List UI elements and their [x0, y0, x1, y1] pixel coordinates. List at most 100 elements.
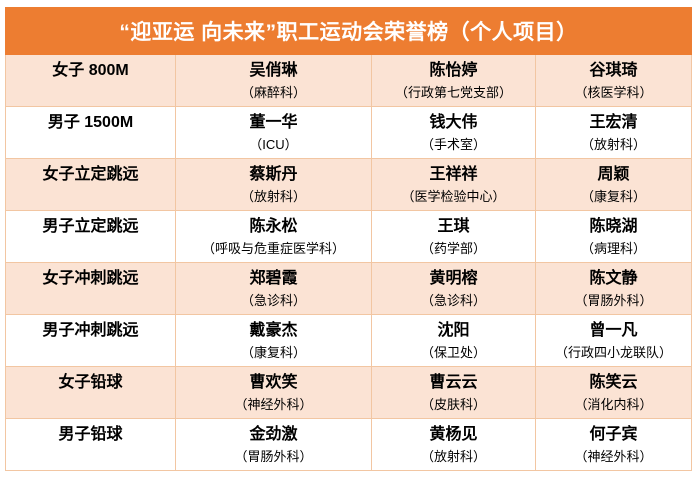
- winner-name: 王琪: [437, 218, 470, 235]
- event-cell: 男子冲刺跳远: [5, 314, 176, 367]
- winner-name: 陈怡婷: [429, 62, 478, 79]
- winner-dept: （康复科）: [581, 189, 647, 204]
- winner-name: 陈永松: [249, 218, 298, 235]
- winner-dept: （病理科）: [581, 241, 647, 256]
- winner-name: 黄杨见: [429, 426, 478, 443]
- winner-cell: 陈文静 （胃肠外科）: [534, 262, 693, 315]
- winner-name: 谷琪琦: [589, 62, 638, 79]
- winner-dept: （急诊科）: [240, 293, 306, 308]
- winner-dept: （保卫处）: [420, 345, 486, 360]
- winner-dept: （手术室）: [420, 137, 486, 152]
- winner-name: 曾一凡: [589, 322, 638, 339]
- winner-dept: （行政四小龙联队）: [555, 345, 673, 360]
- event-label: 男子铅球: [58, 426, 123, 443]
- honor-roll-table: “迎亚运 向未来”职工运动会荣誉榜（个人项目） 女子 800M 吴俏琳 （麻醉科）…: [4, 7, 693, 471]
- winner-name: 吴俏琳: [249, 62, 298, 79]
- event-cell: 男子铅球: [5, 418, 176, 471]
- winner-cell: 周颖 （康复科）: [534, 158, 693, 211]
- winner-dept: （神经外科）: [234, 397, 313, 412]
- table-header-row: “迎亚运 向未来”职工运动会荣誉榜（个人项目）: [4, 7, 693, 55]
- winner-cell: 吴俏琳 （麻醉科）: [175, 54, 372, 107]
- event-label: 女子立定跳远: [42, 166, 139, 183]
- event-cell: 女子铅球: [5, 366, 176, 419]
- winner-cell: 陈笑云 （消化内科）: [534, 366, 693, 419]
- table-title: “迎亚运 向未来”职工运动会荣誉榜（个人项目）: [4, 7, 693, 55]
- winner-dept: （胃肠外科）: [234, 449, 313, 464]
- winner-dept: （呼吸与危重症医学科）: [201, 241, 345, 256]
- winner-dept: （核医学科）: [574, 85, 653, 100]
- winner-dept: （放射科）: [240, 189, 306, 204]
- winner-name: 陈文静: [589, 270, 638, 287]
- winner-dept: （胃肠外科）: [574, 293, 653, 308]
- winner-name: 周颖: [597, 166, 630, 183]
- event-label: 女子铅球: [58, 374, 123, 391]
- winner-name: 金劲激: [249, 426, 298, 443]
- winner-dept: （ICU）: [249, 137, 298, 152]
- winner-cell: 王琪 （药学部）: [371, 210, 536, 263]
- winner-name: 王祥祥: [429, 166, 478, 183]
- winner-cell: 戴豪杰 （康复科）: [175, 314, 372, 367]
- winner-dept: （放射科）: [420, 449, 486, 464]
- event-cell: 女子冲刺跳远: [5, 262, 176, 315]
- winner-name: 何子宾: [589, 426, 638, 443]
- winner-cell: 曾一凡 （行政四小龙联队）: [534, 314, 693, 367]
- event-cell: 男子立定跳远: [5, 210, 176, 263]
- winner-name: 曹云云: [429, 374, 478, 391]
- table-row: 男子铅球 金劲激 （胃肠外科） 黄杨见 （放射科） 何子宾 （神经外科）: [5, 418, 693, 471]
- event-label: 男子立定跳远: [42, 218, 139, 235]
- winner-cell: 钱大伟 （手术室）: [371, 106, 536, 159]
- winner-cell: 董一华 （ICU）: [175, 106, 372, 159]
- table-row: 男子立定跳远 陈永松 （呼吸与危重症医学科） 王琪 （药学部） 陈晓湖 （病理科）: [5, 210, 693, 263]
- event-cell: 女子立定跳远: [5, 158, 176, 211]
- winner-cell: 王祥祥 （医学检验中心）: [371, 158, 536, 211]
- winner-name: 蔡斯丹: [249, 166, 298, 183]
- winner-dept: （放射科）: [581, 137, 647, 152]
- winner-dept: （消化内科）: [574, 397, 653, 412]
- winner-dept: （神经外科）: [574, 449, 653, 464]
- winner-cell: 沈阳 （保卫处）: [371, 314, 536, 367]
- winner-dept: （皮肤科）: [420, 397, 486, 412]
- winner-cell: 王宏清 （放射科）: [534, 106, 693, 159]
- event-cell: 男子 1500M: [5, 106, 176, 159]
- event-label: 女子冲刺跳远: [42, 270, 139, 287]
- winner-cell: 蔡斯丹 （放射科）: [175, 158, 372, 211]
- table-row: 男子 1500M 董一华 （ICU） 钱大伟 （手术室） 王宏清 （放射科）: [5, 106, 693, 159]
- table-row: 男子冲刺跳远 戴豪杰 （康复科） 沈阳 （保卫处） 曾一凡 （行政四小龙联队）: [5, 314, 693, 367]
- winner-cell: 曹欢笑 （神经外科）: [175, 366, 372, 419]
- winner-dept: （麻醉科）: [240, 85, 306, 100]
- winner-cell: 曹云云 （皮肤科）: [371, 366, 536, 419]
- winner-name: 沈阳: [437, 322, 470, 339]
- winner-cell: 黄杨见 （放射科）: [371, 418, 536, 471]
- winner-dept: （康复科）: [240, 345, 306, 360]
- winner-name: 郑碧霞: [249, 270, 298, 287]
- winner-name: 钱大伟: [429, 114, 478, 131]
- winner-cell: 黄明榕 （急诊科）: [371, 262, 536, 315]
- winner-name: 陈笑云: [589, 374, 638, 391]
- winner-cell: 何子宾 （神经外科）: [534, 418, 693, 471]
- event-label: 男子冲刺跳远: [42, 322, 139, 339]
- winner-cell: 陈永松 （呼吸与危重症医学科）: [175, 210, 372, 263]
- winner-cell: 陈怡婷 （行政第七党支部）: [371, 54, 536, 107]
- winner-dept: （行政第七党支部）: [394, 85, 512, 100]
- event-cell: 女子 800M: [5, 54, 176, 107]
- winner-name: 董一华: [249, 114, 298, 131]
- table-row: 女子 800M 吴俏琳 （麻醉科） 陈怡婷 （行政第七党支部） 谷琪琦 （核医学科）: [5, 54, 693, 107]
- winner-name: 陈晓湖: [589, 218, 638, 235]
- winner-dept: （药学部）: [420, 241, 486, 256]
- winner-dept: （医学检验中心）: [401, 189, 506, 204]
- winner-cell: 陈晓湖 （病理科）: [534, 210, 693, 263]
- winner-cell: 郑碧霞 （急诊科）: [175, 262, 372, 315]
- event-label: 男子 1500M: [47, 114, 134, 131]
- winner-name: 黄明榕: [429, 270, 478, 287]
- winner-dept: （急诊科）: [420, 293, 486, 308]
- winner-name: 戴豪杰: [249, 322, 298, 339]
- winner-name: 曹欢笑: [249, 374, 298, 391]
- table-row: 女子冲刺跳远 郑碧霞 （急诊科） 黄明榕 （急诊科） 陈文静 （胃肠外科）: [5, 262, 693, 315]
- winner-cell: 谷琪琦 （核医学科）: [534, 54, 693, 107]
- winner-cell: 金劲激 （胃肠外科）: [175, 418, 372, 471]
- event-label: 女子 800M: [52, 62, 129, 79]
- table-row: 女子立定跳远 蔡斯丹 （放射科） 王祥祥 （医学检验中心） 周颖 （康复科）: [5, 158, 693, 211]
- winner-name: 王宏清: [589, 114, 638, 131]
- table-row: 女子铅球 曹欢笑 （神经外科） 曹云云 （皮肤科） 陈笑云 （消化内科）: [5, 366, 693, 419]
